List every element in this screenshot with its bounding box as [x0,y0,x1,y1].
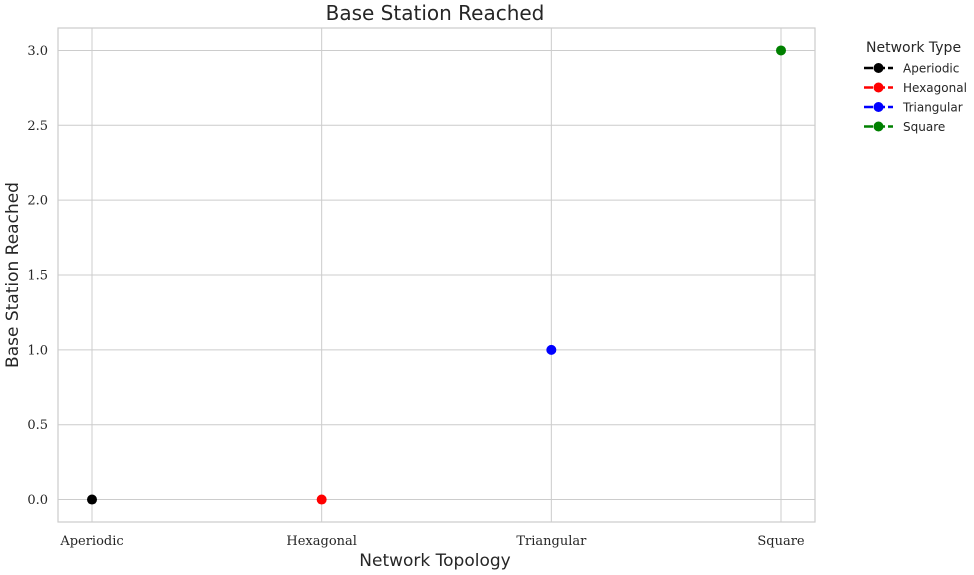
plot-frame [57,27,816,523]
y-tick-label: 0.5 [27,418,48,433]
legend-entry-square: Square [864,120,945,134]
x-tick-label: Triangular [516,534,587,549]
legend-label: Triangular [902,101,963,115]
legend-entry-hexagonal: Hexagonal [864,81,967,95]
chart-title: Base Station Reached [326,1,545,25]
x-tick-label: Aperiodic [59,534,123,549]
x-tick-label: Square [757,534,805,549]
legend-entry-triangular: Triangular [864,101,963,115]
legend-entry-aperiodic: Aperiodic [864,62,959,76]
y-tick-label: 3.0 [27,44,48,59]
y-tick-label: 2.0 [27,194,48,209]
legend-dot-marker [873,121,884,132]
data-points [87,45,786,505]
data-point-square [776,45,786,56]
legend-label: Aperiodic [903,62,959,76]
x-tick-label: Hexagonal [286,534,357,549]
data-point-triangular [546,344,557,355]
y-tick-label: 2.5 [27,119,48,134]
legend-label: Square [903,120,945,134]
x-tick-labels: Aperiodic Hexagonal Triangular Square [59,534,805,549]
data-point-aperiodic [87,494,97,505]
x-axis-label: Network Topology [359,551,510,571]
legend-entries: Aperiodic Hexagonal Triangular Square [864,62,967,134]
legend-title: Network Type [866,40,961,56]
y-axis-label: Base Station Reached [3,182,23,368]
y-tick-label: 1.5 [27,269,48,284]
legend-label: Hexagonal [903,81,967,95]
y-tick-label: 0.0 [27,493,48,508]
legend-dot-marker [873,63,884,73]
y-tick-label: 1.0 [27,343,48,358]
grid-layer [58,28,815,522]
legend-dot-marker [873,82,884,93]
y-tick-labels: 0.0 0.5 1.0 1.5 2.0 2.5 3.0 [27,44,48,508]
legend: Network Type Aperiodic Hexagonal Triangula… [864,40,967,134]
data-point-hexagonal [316,494,327,505]
legend-dot-marker [873,102,884,112]
